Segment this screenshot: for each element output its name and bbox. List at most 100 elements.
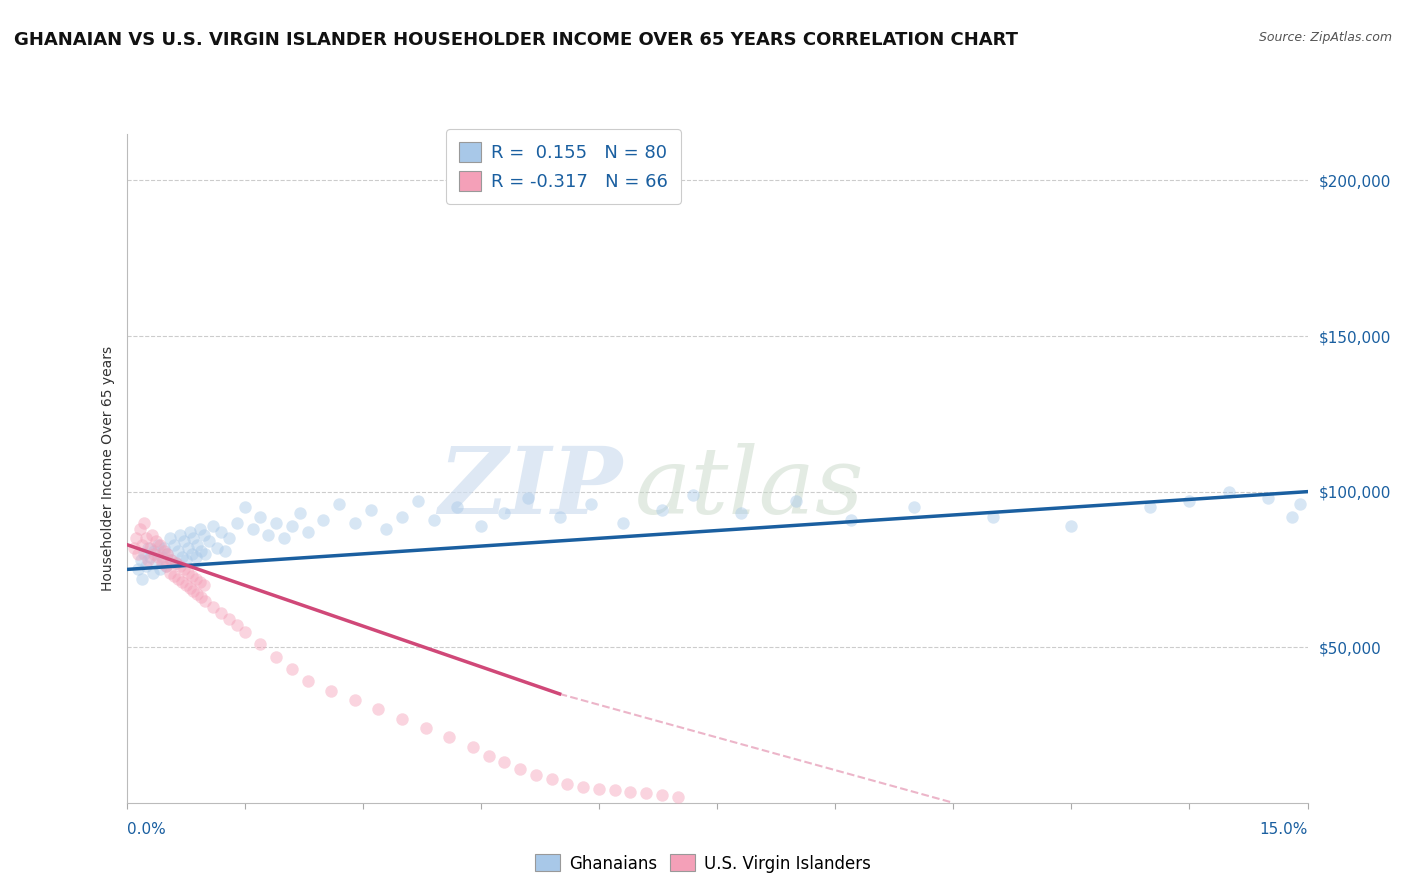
Text: atlas: atlas (634, 443, 863, 533)
Point (173, 534, 195, 549)
Point (1178, 494, 1201, 508)
Text: GHANAIAN VS U.S. VIRGIN ISLANDER HOUSEHOLDER INCOME OVER 65 YEARS CORRELATION CH: GHANAIAN VS U.S. VIRGIN ISLANDER HOUSEHO… (14, 31, 1018, 49)
Point (190, 591, 212, 605)
Point (1060, 519, 1083, 533)
Point (129, 553, 152, 567)
Point (202, 519, 225, 533)
Point (194, 547, 217, 561)
Point (242, 522, 264, 536)
Point (179, 581, 201, 595)
Point (225, 516, 247, 530)
Point (257, 528, 280, 542)
Point (422, 513, 444, 527)
Text: ZIP: ZIP (439, 443, 623, 533)
Point (494, 756, 516, 770)
Point (150, 549, 173, 564)
Point (612, 516, 634, 530)
Point (145, 556, 167, 570)
Point (249, 509, 271, 524)
Text: 15.0%: 15.0% (1260, 822, 1308, 837)
Point (166, 572, 188, 586)
Legend: R =  0.155   N = 80, R = -0.317   N = 66: R = 0.155 N = 80, R = -0.317 N = 66 (446, 129, 681, 203)
Point (839, 513, 862, 527)
Point (415, 721, 437, 735)
Point (406, 494, 429, 508)
Text: 0.0%: 0.0% (127, 822, 166, 837)
Point (603, 783, 626, 797)
Point (165, 556, 187, 570)
Point (509, 762, 531, 776)
Point (233, 500, 256, 515)
Point (146, 549, 169, 564)
Point (174, 578, 197, 592)
Point (149, 562, 172, 576)
Point (548, 509, 571, 524)
Point (218, 531, 240, 545)
Point (141, 528, 163, 542)
Point (557, 777, 579, 791)
Point (524, 768, 547, 782)
Point (1281, 509, 1303, 524)
Point (156, 547, 179, 561)
Point (391, 509, 413, 524)
Point (1288, 497, 1310, 511)
Point (173, 562, 195, 576)
Point (184, 572, 207, 586)
Point (981, 509, 1004, 524)
Point (180, 568, 202, 582)
Point (188, 522, 211, 536)
Point (143, 543, 166, 558)
Point (160, 553, 183, 567)
Point (321, 683, 343, 698)
Point (249, 637, 271, 651)
Point (288, 507, 311, 521)
Point (141, 566, 163, 580)
Point (152, 543, 174, 558)
Point (619, 785, 641, 799)
Point (446, 500, 468, 515)
Point (139, 549, 162, 564)
Point (163, 537, 186, 551)
Point (132, 547, 155, 561)
Point (193, 528, 215, 542)
Point (903, 500, 925, 515)
Point (132, 516, 155, 530)
Point (131, 572, 153, 586)
Point (127, 562, 149, 576)
Point (163, 568, 186, 582)
Point (636, 787, 658, 801)
Point (135, 559, 157, 574)
Point (146, 537, 169, 551)
Point (170, 574, 193, 589)
Point (198, 534, 221, 549)
Point (470, 519, 492, 533)
Point (184, 549, 207, 564)
Point (155, 559, 177, 574)
Point (209, 606, 232, 620)
Point (367, 702, 389, 716)
Point (159, 531, 181, 545)
Point (273, 531, 295, 545)
Point (136, 541, 159, 555)
Point (343, 516, 366, 530)
Point (183, 531, 205, 545)
Point (153, 541, 176, 555)
Point (159, 566, 181, 580)
Point (785, 494, 807, 508)
Point (666, 789, 689, 804)
Point (186, 537, 208, 551)
Point (139, 541, 162, 555)
Point (155, 559, 177, 574)
Point (297, 674, 319, 689)
Point (281, 519, 304, 533)
Point (312, 513, 335, 527)
Point (177, 541, 200, 555)
Point (136, 553, 159, 567)
Point (129, 522, 152, 536)
Point (179, 525, 201, 540)
Point (188, 574, 211, 589)
Point (572, 780, 595, 795)
Point (124, 541, 146, 555)
Legend: Ghanaians, U.S. Virgin Islanders: Ghanaians, U.S. Virgin Islanders (529, 847, 877, 880)
Point (264, 649, 287, 664)
